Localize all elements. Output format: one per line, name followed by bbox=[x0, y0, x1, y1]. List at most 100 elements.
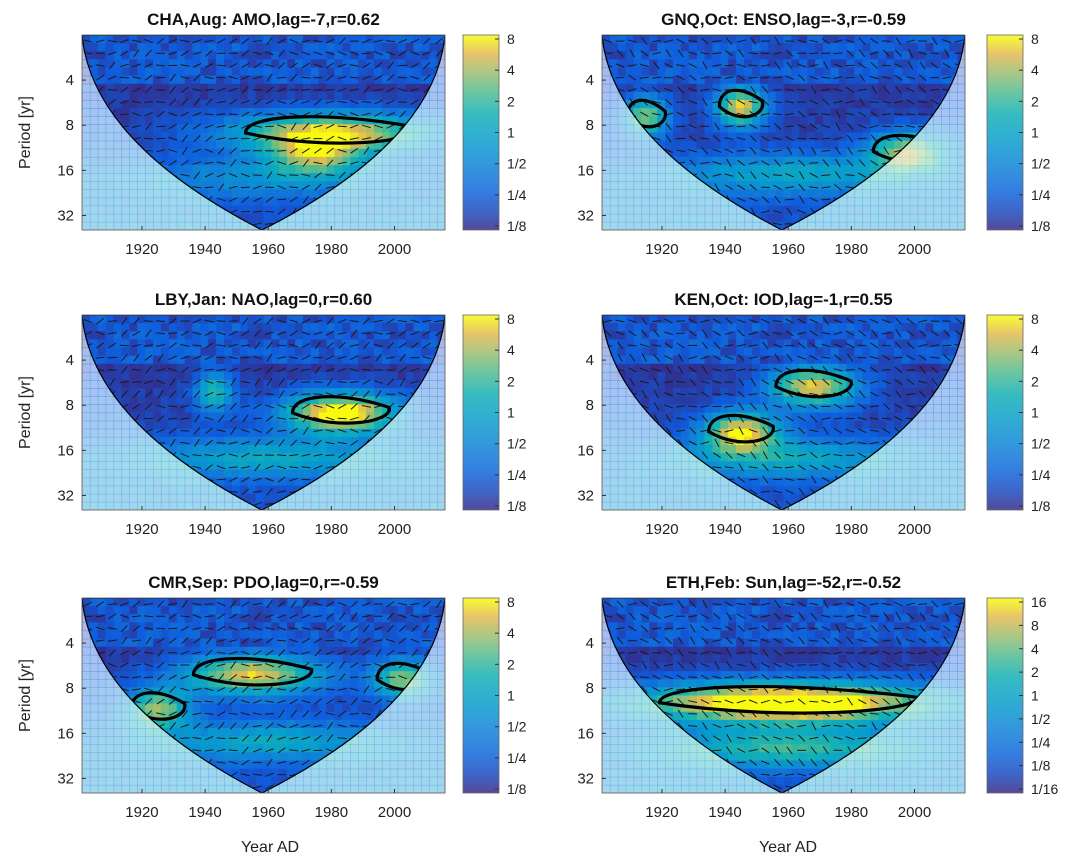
x-tick-label: 1980 bbox=[315, 521, 348, 538]
panel-3: LBY,Jan: NAO,lag=0,r=0.60 4 8 16 32 1920 1940 1… bbox=[17, 290, 527, 538]
colorbar bbox=[986, 34, 1024, 231]
x-tick-label: 1960 bbox=[772, 521, 805, 538]
y-tick-label: 32 bbox=[57, 487, 74, 504]
x-tick-label: 1920 bbox=[645, 521, 678, 538]
y-tick-label: 8 bbox=[66, 680, 74, 697]
y-tick-label: 16 bbox=[577, 442, 594, 459]
colorbar-tick-label: 1/4 bbox=[507, 187, 527, 203]
x-tick-label: 1960 bbox=[252, 521, 285, 538]
colorbar-tick-label: 1/8 bbox=[507, 781, 527, 797]
x-tick-label: 1980 bbox=[835, 241, 868, 258]
panel-title: KEN,Oct: IOD,lag=-1,r=0.55 bbox=[674, 290, 892, 309]
x-axis-label-left: Year AD bbox=[241, 839, 299, 856]
panel-1: CHA,Aug: AMO,lag=-7,r=0.62 4 8 16 32 1920 1940… bbox=[17, 10, 527, 258]
colorbar-tick-label: 2 bbox=[507, 373, 515, 389]
colorbar-tick-label: 1/2 bbox=[507, 436, 527, 452]
plot-frame bbox=[81, 34, 446, 231]
colorbar-tick-label: 8 bbox=[507, 311, 515, 327]
plot-frame bbox=[81, 597, 446, 794]
coherence-inside-coi bbox=[602, 35, 965, 230]
plot-area-1 bbox=[82, 35, 445, 230]
x-tick-label: 1980 bbox=[835, 521, 868, 538]
colorbar-tick-label: 1/8 bbox=[507, 218, 527, 234]
colorbar-tick-label: 4 bbox=[1031, 641, 1039, 657]
x-tick-label: 1960 bbox=[252, 804, 285, 821]
colorbar-tick-label: 2 bbox=[1031, 93, 1039, 109]
colorbar-tick-label: 8 bbox=[1031, 311, 1039, 327]
y-tick-label: 32 bbox=[57, 207, 74, 224]
colorbar-tick-label: 1/4 bbox=[507, 467, 527, 483]
x-tick-label: 2000 bbox=[898, 804, 931, 821]
colorbar-tick-label: 4 bbox=[507, 625, 515, 641]
colorbar bbox=[462, 597, 500, 794]
x-axis-label-right: Year AD bbox=[759, 839, 817, 856]
panel-5: CMR,Sep: PDO,lag=0,r=-0.59 4 8 16 32 1920 1940… bbox=[17, 573, 527, 821]
y-tick-label: 32 bbox=[577, 207, 594, 224]
colorbar-tick-label: 1/2 bbox=[1031, 156, 1051, 172]
x-tick-label: 1940 bbox=[708, 521, 741, 538]
y-tick-label: 16 bbox=[577, 162, 594, 179]
x-tick-label: 1960 bbox=[772, 804, 805, 821]
plot-area-4 bbox=[602, 315, 965, 510]
x-tick-label: 1920 bbox=[645, 241, 678, 258]
y-tick-label: 4 bbox=[586, 72, 594, 89]
x-tick-label: 1960 bbox=[252, 241, 285, 258]
colorbar-tick-label: 1/4 bbox=[507, 750, 527, 766]
panel-6: ETH,Feb: Sun,lag=-52,r=-0.52 4 8 16 32 1920 19… bbox=[577, 573, 1058, 821]
x-tick-label: 2000 bbox=[378, 521, 411, 538]
colorbar-tick-label: 1/8 bbox=[507, 498, 527, 514]
y-axis-label: Period [yr] bbox=[17, 96, 34, 169]
x-tick-label: 1960 bbox=[772, 241, 805, 258]
y-tick-label: 8 bbox=[586, 117, 594, 134]
x-tick-label: 1980 bbox=[315, 241, 348, 258]
colorbar-tick-label: 1/16 bbox=[1031, 781, 1058, 797]
colorbar-tick-label: 1 bbox=[1031, 405, 1039, 421]
colorbar-tick-label: 1/8 bbox=[1031, 218, 1051, 234]
plot-area-3 bbox=[82, 315, 445, 510]
colorbar-tick-label: 1/8 bbox=[1031, 758, 1051, 774]
x-tick-label: 1940 bbox=[188, 241, 221, 258]
colorbar-tick-label: 1/4 bbox=[1031, 467, 1051, 483]
colorbar-tick-label: 1/8 bbox=[1031, 498, 1051, 514]
y-tick-label: 32 bbox=[577, 770, 594, 787]
x-tick-label: 1940 bbox=[708, 804, 741, 821]
y-tick-label: 4 bbox=[66, 72, 74, 89]
significance-contour bbox=[717, 88, 765, 119]
x-tick-label: 2000 bbox=[898, 521, 931, 538]
x-tick-label: 2000 bbox=[378, 241, 411, 258]
colorbar-tick-label: 4 bbox=[1031, 342, 1039, 358]
colorbar-tick-label: 1/2 bbox=[1031, 711, 1051, 727]
x-tick-label: 1980 bbox=[315, 804, 348, 821]
x-tick-label: 1980 bbox=[835, 804, 868, 821]
significance-contour bbox=[774, 368, 853, 399]
colorbar-tick-label: 1/4 bbox=[1031, 734, 1051, 750]
colorbar-tick-label: 2 bbox=[1031, 664, 1039, 680]
colorbar-tick-label: 4 bbox=[1031, 62, 1039, 78]
colorbar-tick-label: 1 bbox=[507, 405, 515, 421]
y-tick-label: 8 bbox=[66, 117, 74, 134]
y-tick-label: 4 bbox=[66, 635, 74, 652]
plot-area-6 bbox=[602, 598, 965, 793]
y-tick-label: 8 bbox=[586, 397, 594, 414]
colorbar bbox=[462, 34, 500, 231]
colorbar-tick-label: 1/2 bbox=[507, 719, 527, 735]
panel-title: ETH,Feb: Sun,lag=-52,r=-0.52 bbox=[666, 573, 901, 592]
y-tick-label: 8 bbox=[586, 680, 594, 697]
y-tick-label: 8 bbox=[66, 397, 74, 414]
colorbar-tick-label: 1 bbox=[507, 125, 515, 141]
plot-frame bbox=[81, 314, 446, 511]
panel-4: KEN,Oct: IOD,lag=-1,r=0.55 4 8 16 32 1920 1940… bbox=[577, 290, 1050, 538]
colorbar-tick-label: 1/2 bbox=[507, 156, 527, 172]
plot-frame bbox=[601, 314, 966, 511]
plot-area-2 bbox=[602, 35, 965, 230]
colorbar-tick-label: 4 bbox=[507, 342, 515, 358]
significance-contour bbox=[129, 691, 187, 721]
plot-frame bbox=[601, 597, 966, 794]
plot-frame bbox=[601, 34, 966, 231]
colorbar-tick-label: 1 bbox=[1031, 688, 1039, 704]
colorbar-tick-label: 1/2 bbox=[1031, 436, 1051, 452]
y-tick-label: 16 bbox=[577, 725, 594, 742]
y-tick-label: 4 bbox=[586, 635, 594, 652]
colorbar-tick-label: 2 bbox=[507, 656, 515, 672]
y-tick-label: 32 bbox=[57, 770, 74, 787]
